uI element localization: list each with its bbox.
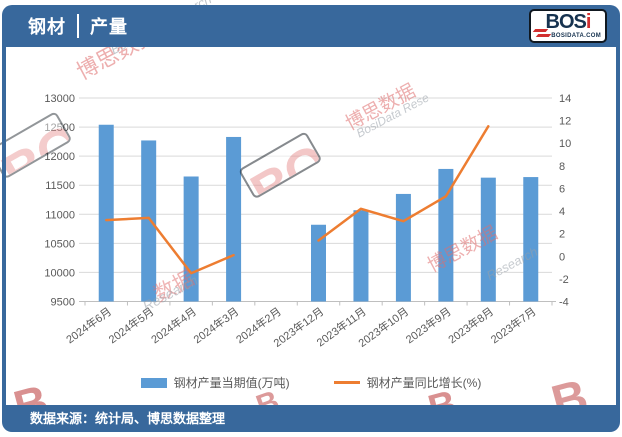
- bar-2023年7月: [523, 177, 539, 302]
- bar-swatch-icon: [140, 377, 167, 388]
- page-title: 钢材 产量: [28, 13, 128, 39]
- x-tick-label: 2024年3月: [191, 304, 242, 346]
- bar-2024年5月: [141, 140, 157, 302]
- y-left-tick-label: 12000: [44, 151, 75, 163]
- y-right-tick-label: 4: [559, 206, 565, 218]
- growth-line-series: [317, 125, 490, 242]
- y-right-tick-label: 0: [559, 251, 565, 263]
- y-left-tick-label: 13000: [44, 93, 75, 105]
- data-source-text: 数据来源：统计局、博思数据整理: [30, 411, 226, 426]
- x-tick-label: 2023年8月: [445, 304, 496, 346]
- y-right-tick-label: 14: [559, 93, 571, 105]
- legend-item-line: 钢材产量同比增长(%): [333, 374, 482, 391]
- legend-label-bar: 钢材产量当期值(万吨): [173, 376, 290, 390]
- bosi-logo-main: BOS: [545, 11, 587, 33]
- y-left-tick-label: 10500: [44, 238, 75, 250]
- bosi-logo-domain: BOSIDATA.COM: [551, 33, 601, 39]
- bosi-logo-text: BOSi: [531, 12, 605, 33]
- card-border-right: [616, 47, 620, 405]
- x-tick-label: 2023年7月: [488, 304, 539, 346]
- y-right-tick-label: 2: [559, 229, 565, 241]
- y-right-tick-label: 12: [559, 116, 571, 128]
- legend-item-bar: 钢材产量当期值(万吨): [140, 374, 290, 391]
- x-tick-label: 2024年5月: [106, 304, 157, 346]
- card-border-left: [2, 47, 6, 405]
- bar-2023年12月: [311, 224, 326, 302]
- y-right-tick-label: 8: [559, 161, 565, 173]
- chart-legend: 钢材产量当期值(万吨) 钢材产量同比增长(%): [0, 374, 622, 391]
- header-bar: 钢材 产量 BOSi BOSIDATA.COM: [2, 5, 620, 47]
- y-right-tick-label: 10: [559, 138, 571, 150]
- logo-stripe-icon: [535, 34, 552, 37]
- bosi-logo-accent: i: [585, 11, 591, 33]
- y-right-tick-label: -2: [559, 274, 569, 286]
- bar-2024年3月: [226, 136, 242, 302]
- bar-2023年9月: [438, 168, 454, 302]
- logo-stripe-icon: [532, 29, 549, 32]
- y-left-tick-label: 10000: [44, 267, 75, 279]
- line-swatch-icon: [333, 381, 360, 384]
- growth-line-series: [104, 216, 235, 275]
- y-right-tick-label: 6: [559, 183, 565, 195]
- y-right-tick-label: -4: [559, 297, 569, 309]
- bar-2024年4月: [183, 176, 199, 302]
- bar-2024年6月: [98, 124, 114, 302]
- bosi-logo: BOSi BOSIDATA.COM: [529, 9, 607, 43]
- x-tick-label: 2023年9月: [403, 304, 454, 346]
- legend-label-line: 钢材产量同比增长(%): [366, 376, 482, 390]
- title-divider: [77, 14, 79, 38]
- title-right: 产量: [90, 17, 128, 37]
- y-left-tick-label: 11500: [45, 180, 75, 192]
- y-left-tick-label: 9500: [51, 297, 75, 309]
- bar-2023年10月: [395, 193, 411, 302]
- bar-2023年8月: [480, 177, 496, 302]
- x-tick-label: 2024年4月: [148, 304, 199, 346]
- bar-2023年11月: [353, 210, 369, 302]
- title-left: 钢材: [28, 17, 66, 37]
- x-tick-label: 2024年6月: [63, 304, 114, 346]
- footer-bar: 数据来源：统计局、博思数据整理: [2, 405, 620, 432]
- y-left-tick-label: 12500: [44, 122, 75, 134]
- y-left-tick-label: 11000: [45, 209, 75, 221]
